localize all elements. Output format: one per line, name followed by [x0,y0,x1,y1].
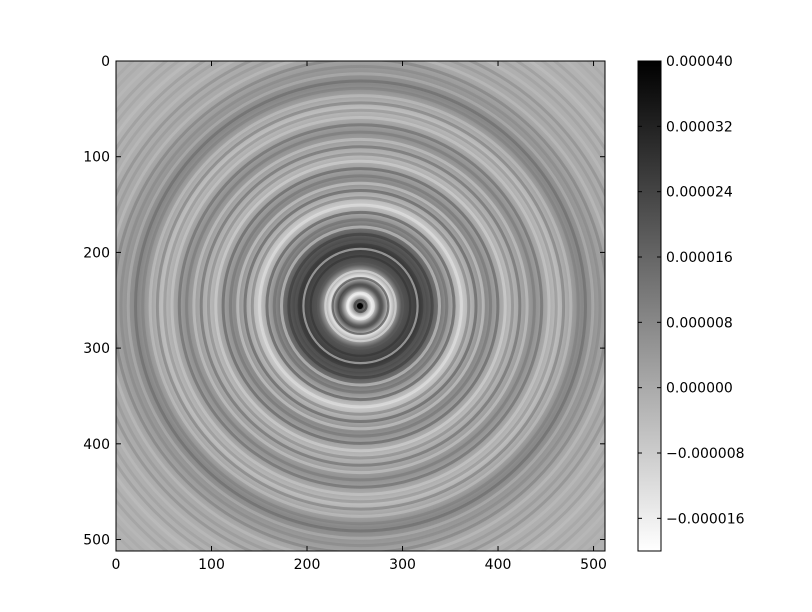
ring [324,269,397,343]
heatmap-image [116,61,605,551]
ring [287,232,434,380]
x-tick-label: 300 [389,557,416,573]
y-tick-label: 500 [83,533,110,549]
colorbar-tick-label: 0.000032 [666,119,733,135]
colorbar [637,60,662,552]
x-tick-label: 200 [294,557,321,573]
ring [294,240,427,372]
ring [192,137,529,475]
axes-frame [115,60,606,552]
colorbar-tick-label: 0.000040 [666,54,733,70]
y-tick-label: 100 [83,150,110,166]
x-tick-label: 500 [580,557,607,573]
ring [141,86,580,526]
ring [221,167,500,445]
ring [346,291,375,321]
colorbar-axis: 0.000040 0.000032 0.000024 0.000016 0.000008… [638,54,745,527]
ring [302,247,419,365]
y-axis: 0 100 200 300 400 500 [83,54,605,549]
ring [177,123,544,489]
y-tick-label: 0 [101,54,110,70]
ring [148,94,573,518]
ring-group [116,61,605,551]
ring [163,108,558,504]
ring [207,152,514,460]
colorbar-tick-label: 0.000016 [666,250,733,266]
y-tick-label: 300 [83,341,110,357]
ring [258,203,463,409]
ring [228,174,493,438]
ring [265,210,456,402]
ring [170,116,551,496]
ring [119,64,602,548]
colorbar-tick-label: 0.000008 [666,315,733,331]
colorbar-tick-label: 0.000024 [666,185,733,201]
x-tick-label: 400 [485,557,512,573]
colorbar-tick-label: −0.000016 [666,511,745,527]
ring [126,72,595,540]
ring [338,284,383,328]
y-tick-label: 200 [83,245,110,261]
ring [155,101,566,511]
ring [214,159,507,453]
ring [331,277,390,336]
x-tick-label: 0 [112,557,121,573]
ring [199,145,522,467]
x-axis: 0 100 200 300 400 500 [112,61,607,573]
ring [280,225,441,387]
ring [272,218,449,394]
colorbar-tick-label: −0.000008 [666,446,745,462]
x-tick-label: 100 [198,557,225,573]
ring [250,196,471,416]
y-tick-label: 400 [83,437,110,453]
ring [185,130,536,482]
ring [236,181,485,431]
center-spot [357,303,363,309]
ring [309,255,412,357]
colorbar-tick-label: 0.000000 [666,381,733,397]
ring [243,189,478,423]
ring [316,262,405,350]
ring [353,298,368,314]
ring [134,79,587,533]
